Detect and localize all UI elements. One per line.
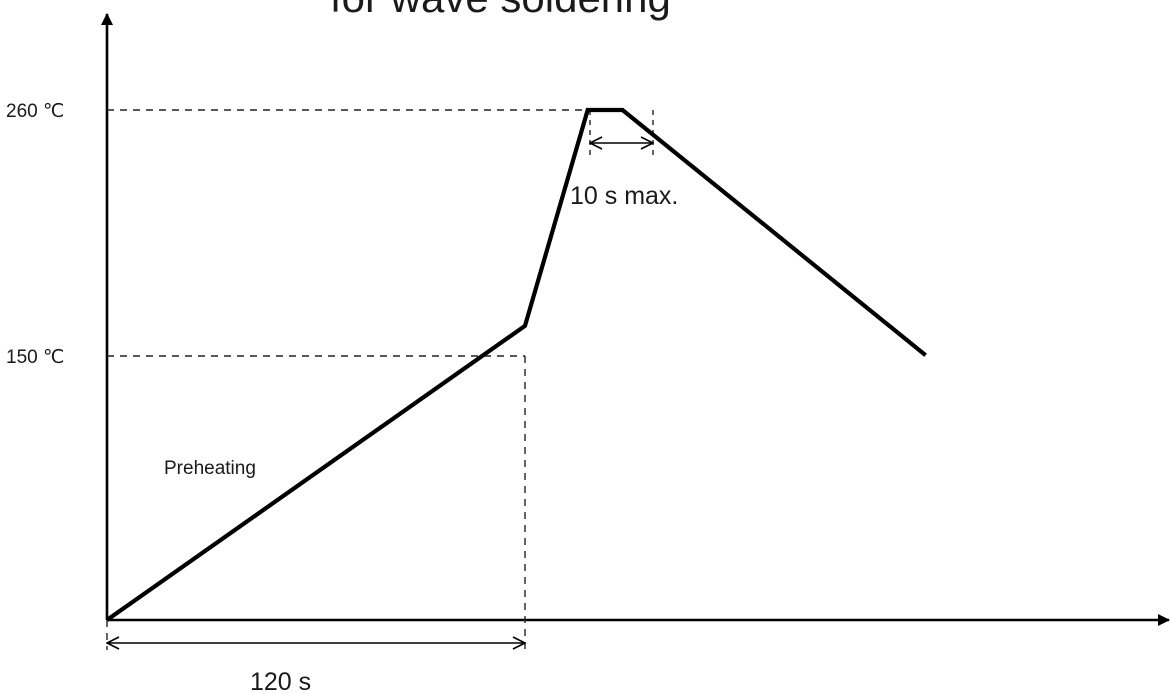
y-tick-label-150: 150 ℃ <box>6 347 64 368</box>
y-tick-label-260: 260 ℃ <box>6 101 64 122</box>
temperature-profile-line <box>105 107 927 622</box>
peak-duration-label: 10 s max. <box>570 182 678 210</box>
preheat-time-label: 120 s <box>250 668 311 694</box>
diagram-title: for wave soldering <box>330 0 671 21</box>
preheating-label: Preheating <box>164 458 256 479</box>
